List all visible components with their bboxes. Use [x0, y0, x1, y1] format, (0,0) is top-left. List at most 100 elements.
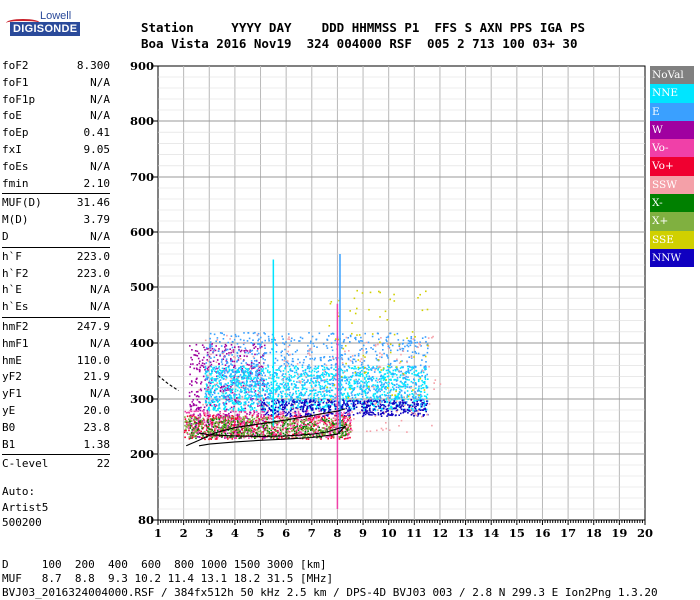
echo-point	[416, 410, 418, 412]
echo-point	[322, 430, 324, 432]
echo-point	[239, 424, 242, 426]
echo-point	[346, 402, 348, 405]
echo-point	[350, 427, 352, 430]
echo-point	[319, 385, 321, 387]
echo-point	[411, 390, 413, 392]
echo-point	[240, 382, 243, 384]
echo-point	[283, 423, 286, 425]
echo-point	[298, 381, 300, 383]
echo-point	[340, 405, 343, 408]
echo-point	[417, 352, 420, 355]
echo-point	[292, 433, 295, 436]
param-row: foF1 N/A	[2, 75, 110, 92]
echo-point	[379, 405, 382, 408]
echo-point	[309, 397, 312, 399]
echo-point	[422, 387, 424, 389]
echo-point	[263, 420, 266, 423]
echo-point	[315, 368, 317, 370]
echo-point	[193, 410, 196, 413]
echo-point	[318, 383, 320, 386]
echo-point	[300, 405, 303, 408]
echo-point	[278, 438, 280, 440]
echo-point	[225, 415, 227, 417]
echo-point	[359, 372, 361, 375]
echo-point	[316, 367, 319, 369]
echo-point	[312, 418, 315, 421]
echo-point	[345, 411, 348, 414]
echo-point	[423, 402, 425, 404]
echo-point	[344, 417, 347, 420]
echo-point	[236, 343, 239, 345]
echo-point	[389, 400, 392, 402]
echo-point	[241, 370, 244, 373]
echo-point	[397, 393, 400, 395]
echo-point	[347, 358, 350, 361]
echo-point	[226, 360, 228, 363]
echo-point	[323, 414, 326, 417]
echo-point	[288, 389, 290, 391]
echo-point	[271, 415, 273, 417]
echo-point	[410, 407, 413, 410]
echo-point	[226, 426, 229, 429]
echo-point	[214, 424, 217, 427]
echo-point	[347, 400, 349, 403]
echo-point	[367, 369, 370, 371]
echo-point	[215, 345, 217, 347]
echo-point	[286, 377, 289, 379]
echo-point	[359, 367, 362, 369]
echo-point	[250, 360, 253, 362]
echo-point	[235, 401, 238, 404]
x-tick-label: 5	[257, 526, 265, 540]
echo-point	[230, 417, 233, 419]
echo-point	[408, 393, 411, 396]
echo-point	[352, 372, 354, 374]
echo-point	[266, 383, 269, 385]
echo-point	[246, 420, 249, 422]
echo-point	[285, 360, 287, 363]
echo-point	[400, 395, 403, 397]
echo-point	[289, 408, 292, 411]
echo-point	[294, 422, 297, 424]
echo-point	[283, 406, 285, 408]
echo-point	[212, 351, 214, 353]
echo-point	[310, 379, 312, 382]
echo-point	[359, 371, 362, 373]
echo-point	[234, 424, 237, 426]
echo-point	[281, 421, 283, 424]
echo-point	[322, 401, 325, 404]
echo-point	[378, 388, 380, 390]
echo-point	[372, 400, 375, 403]
echo-point	[388, 402, 391, 404]
echo-point	[421, 409, 423, 411]
echo-point	[401, 404, 403, 406]
echo-point	[350, 367, 353, 370]
echo-point	[276, 373, 278, 375]
echo-point	[239, 422, 242, 425]
echo-point	[327, 360, 330, 362]
echo-point	[268, 377, 270, 379]
echo-point	[240, 391, 242, 393]
echo-point	[268, 407, 270, 409]
echo-point	[295, 365, 297, 368]
echo-point	[243, 372, 245, 374]
echo-point	[285, 385, 288, 387]
echo-point	[282, 403, 284, 405]
echo-point	[314, 403, 316, 406]
echo-point	[309, 406, 312, 408]
param-row: B1 1.38	[2, 437, 110, 454]
echo-point	[316, 426, 319, 428]
echo-point	[184, 416, 186, 418]
echo-point	[251, 384, 253, 387]
echo-point	[275, 351, 278, 353]
echo-point	[365, 352, 368, 354]
echo-point	[417, 399, 420, 402]
echo-point	[270, 432, 272, 434]
echo-point	[259, 372, 261, 374]
echo-point	[387, 345, 390, 348]
echo-point	[419, 393, 422, 396]
echo-point	[403, 383, 406, 385]
echo-point	[376, 365, 378, 368]
echo-point	[345, 415, 347, 418]
echo-point	[314, 357, 316, 360]
echo-point	[292, 405, 294, 407]
